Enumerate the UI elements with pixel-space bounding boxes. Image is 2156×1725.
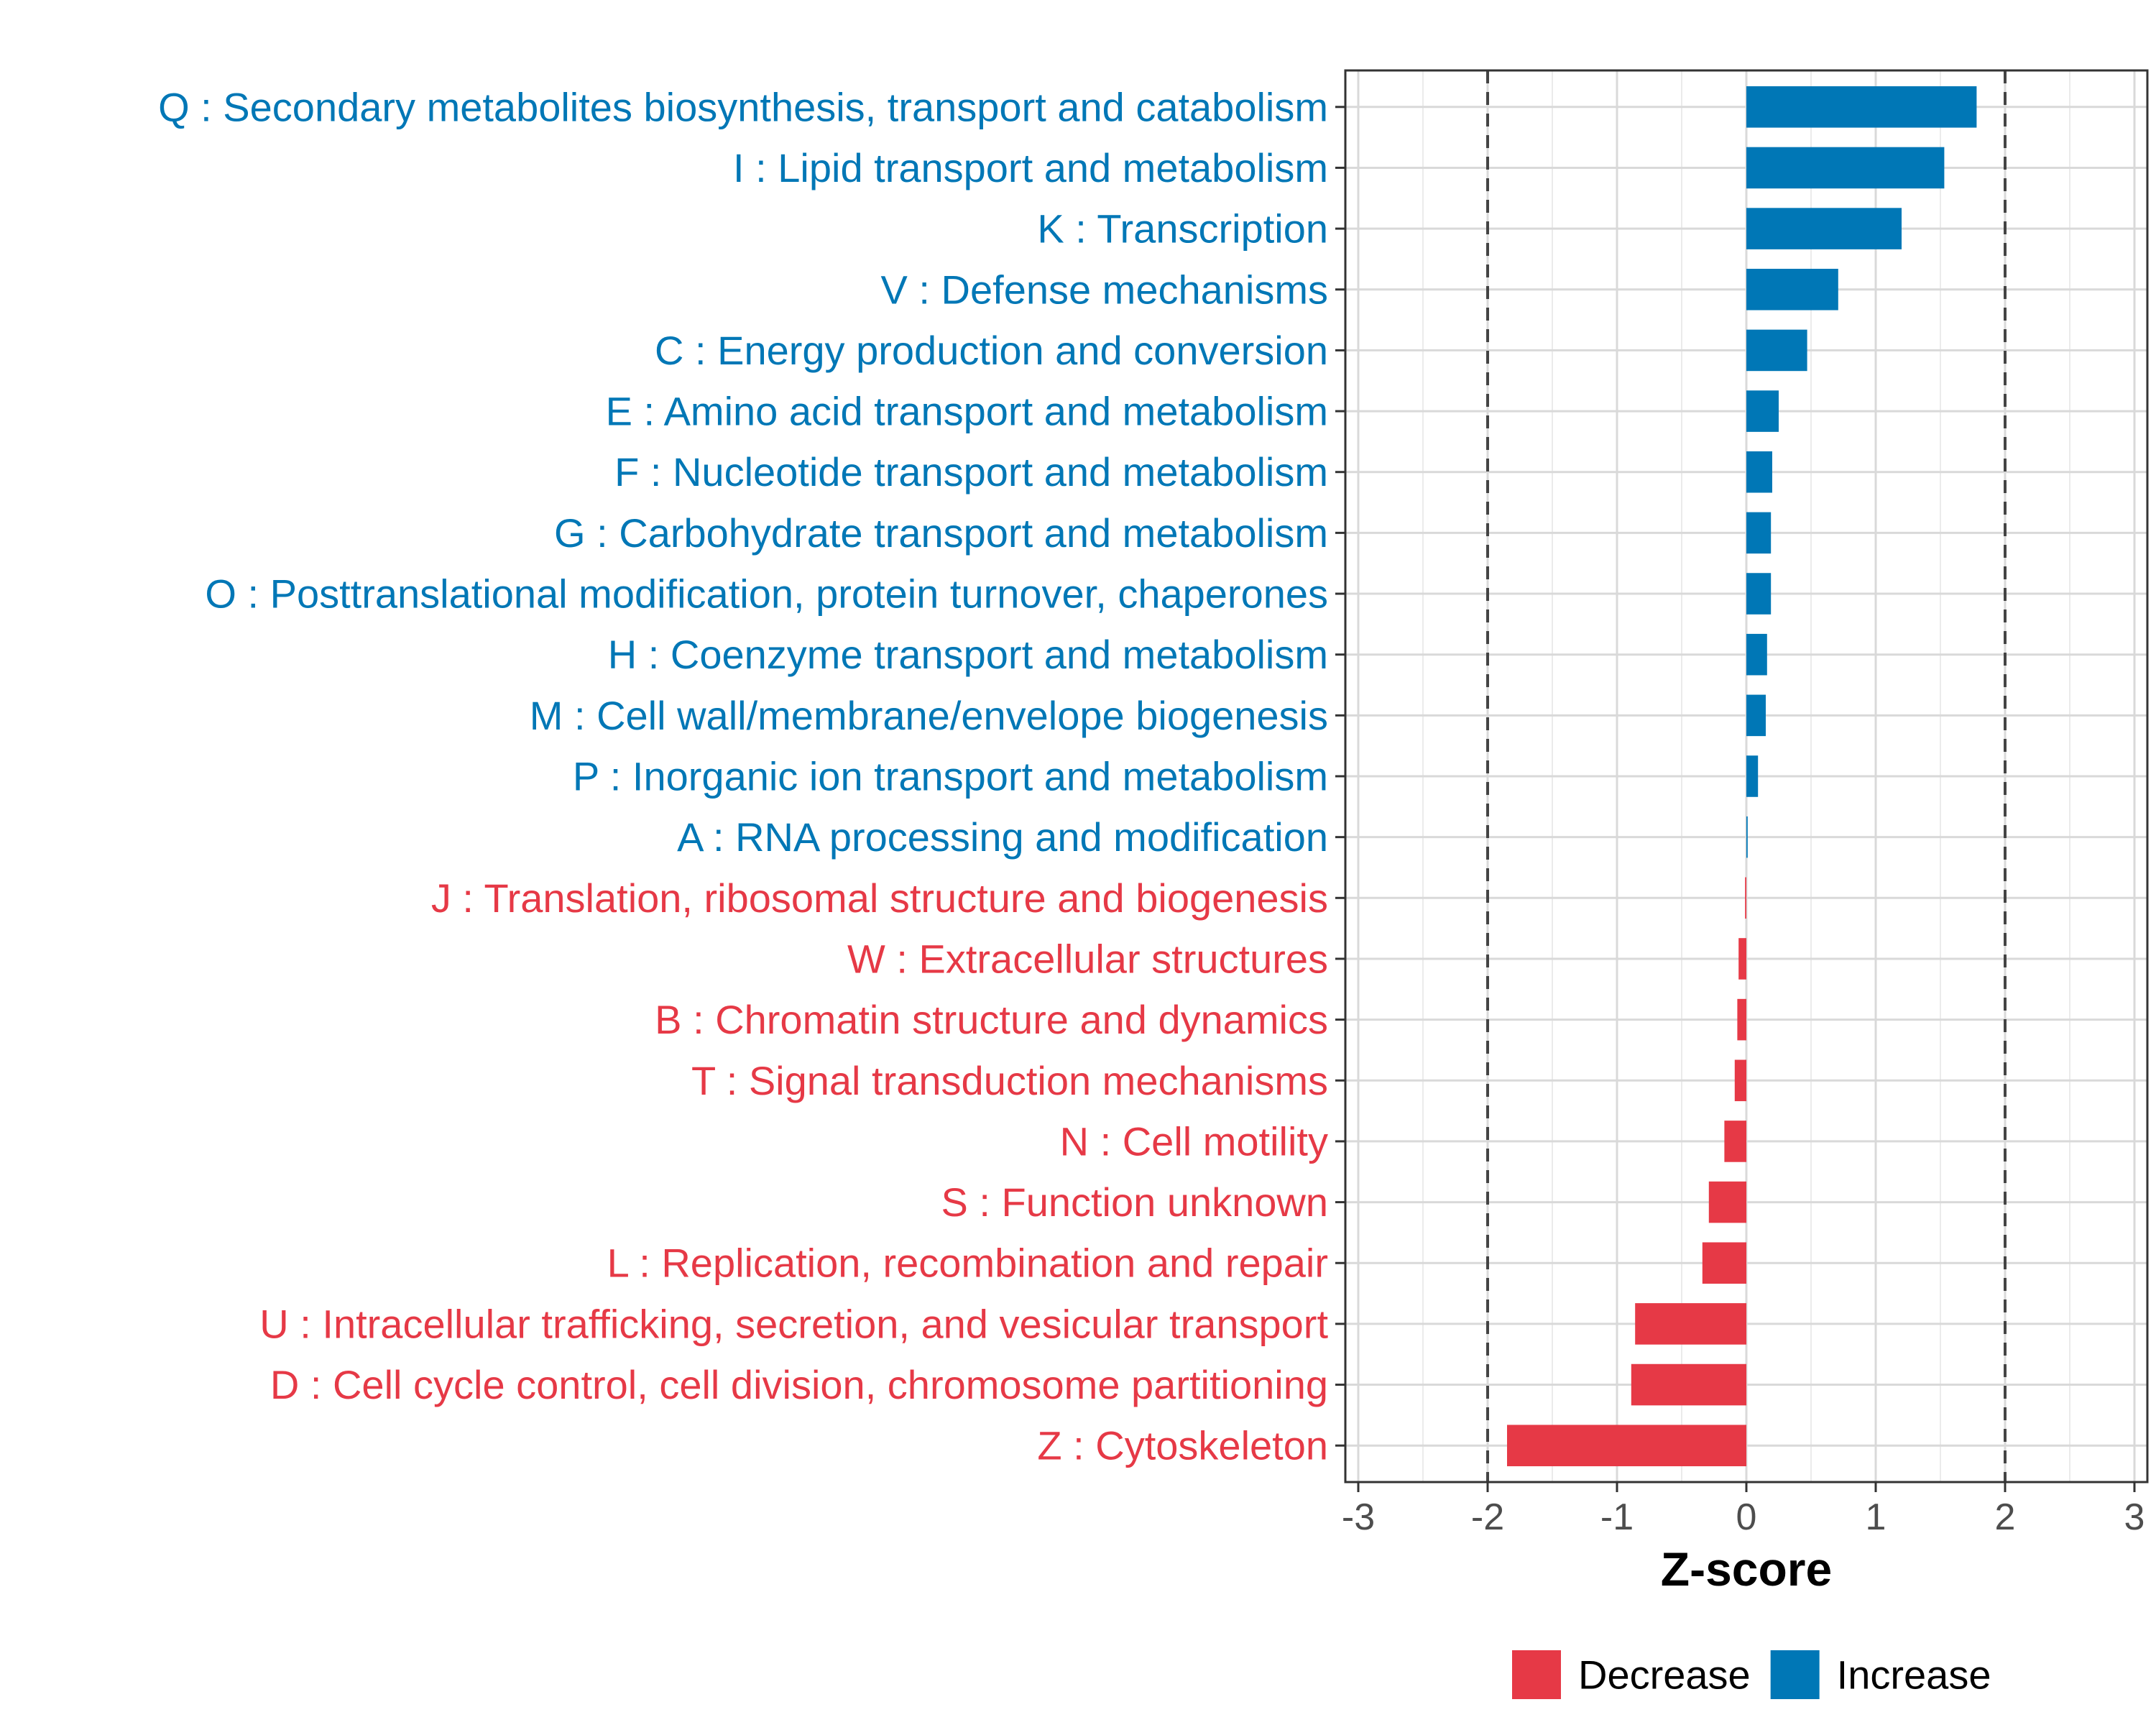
bar — [1631, 1363, 1746, 1406]
bar — [1635, 1303, 1746, 1345]
bar — [1746, 329, 1807, 372]
bar — [1746, 268, 1838, 310]
bar — [1737, 998, 1746, 1041]
bar — [1746, 451, 1772, 493]
legend: Decrease Increase — [1512, 1650, 1991, 1699]
bar — [1746, 816, 1748, 858]
category-label: Q : Secondary metabolites biosynthesis, … — [158, 84, 1328, 129]
legend-swatch — [1512, 1650, 1561, 1699]
bar — [1746, 147, 1945, 189]
x-axis-title: Z-score — [1661, 1542, 1832, 1596]
category-label: E : Amino acid transport and metabolism — [606, 389, 1328, 434]
bar — [1746, 390, 1779, 432]
reference-lines — [1486, 70, 2007, 1482]
bar — [1746, 694, 1766, 737]
legend-label: Increase — [1837, 1652, 1991, 1698]
bars — [1507, 86, 1977, 1466]
x-tick-label: -3 — [1342, 1496, 1375, 1538]
category-label: V : Defense mechanisms — [881, 267, 1328, 312]
category-label: G : Carbohydrate transport and metabolis… — [554, 510, 1328, 556]
x-tick-label: 0 — [1736, 1496, 1757, 1538]
bar — [1746, 633, 1767, 676]
category-label: Z : Cytoskeleton — [1037, 1423, 1328, 1468]
category-label: P : Inorganic ion transport and metaboli… — [573, 754, 1328, 799]
category-label: J : Translation, ribosomal structure and… — [431, 875, 1328, 921]
bar — [1702, 1242, 1746, 1284]
bar — [1724, 1121, 1746, 1162]
category-label: K : Transcription — [1037, 206, 1328, 252]
category-label: H : Coenzyme transport and metabolism — [608, 632, 1328, 677]
bar — [1746, 755, 1759, 797]
category-label: W : Extracellular structures — [847, 936, 1328, 981]
x-axis: -3 -2 -1 0 1 2 3 — [1342, 1482, 2145, 1538]
bar — [1746, 86, 1977, 128]
x-tick-label: -2 — [1471, 1496, 1504, 1538]
category-label: M : Cell wall/membrane/envelope biogenes… — [530, 693, 1328, 738]
bar — [1745, 877, 1746, 919]
category-label: S : Function unknown — [941, 1179, 1328, 1225]
category-label: B : Chromatin structure and dynamics — [655, 997, 1328, 1042]
category-label: N : Cell motility — [1060, 1118, 1328, 1164]
category-label: D : Cell cycle control, cell division, c… — [270, 1362, 1328, 1407]
bar — [1708, 1181, 1746, 1223]
category-label: F : Nucleotide transport and metabolism — [614, 449, 1328, 494]
legend-swatch — [1770, 1650, 1820, 1699]
bar — [1738, 938, 1746, 980]
category-label: C : Energy production and conversion — [655, 328, 1328, 373]
x-tick-label: 3 — [2124, 1496, 2145, 1538]
category-label: O : Posttranslational modification, prot… — [205, 571, 1328, 617]
category-label: L : Replication, recombination and repai… — [607, 1241, 1328, 1286]
bar — [1746, 573, 1772, 615]
bar — [1746, 208, 1902, 249]
category-label: U : Intracellular trafficking, secretion… — [259, 1301, 1328, 1346]
y-axis: Q : Secondary metabolites biosynthesis, … — [158, 84, 1345, 1468]
x-tick-label: -1 — [1600, 1496, 1634, 1538]
category-label: I : Lipid transport and metabolism — [733, 145, 1328, 190]
x-tick-label: 1 — [1866, 1496, 1886, 1538]
category-label: T : Signal transduction mechanisms — [691, 1058, 1328, 1103]
legend-label: Decrease — [1578, 1652, 1751, 1698]
bar — [1746, 512, 1772, 554]
bar — [1507, 1425, 1746, 1466]
x-tick-label: 2 — [1995, 1496, 2016, 1538]
category-label: A : RNA processing and modification — [677, 814, 1328, 860]
bar — [1734, 1059, 1746, 1102]
